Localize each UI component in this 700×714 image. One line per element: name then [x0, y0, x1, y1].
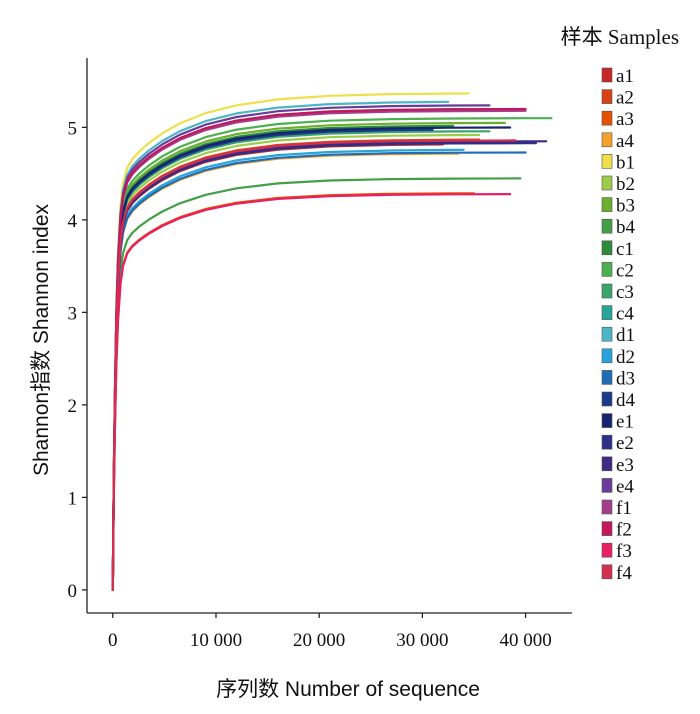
- x-tick-label: 20 000: [293, 630, 345, 651]
- legend: a1a2a3a4b1b2b3b4c1c2c3c4d1d2d3d4e1e2e3e4…: [601, 66, 636, 584]
- legend-swatch-f2: [601, 521, 613, 536]
- x-tick-label: 30 000: [396, 630, 448, 651]
- legend-label-e4: e4: [616, 476, 634, 497]
- legend-label-c2: c2: [616, 260, 634, 281]
- legend-label-f2: f2: [616, 520, 632, 541]
- legend-label-a2: a2: [616, 88, 634, 109]
- y-tick-label: 1: [68, 488, 78, 509]
- series-line-b2: [111, 133, 481, 592]
- series-line-b4: [111, 177, 522, 592]
- legend-label-e1: e1: [616, 412, 634, 433]
- y-tick-label: 3: [68, 303, 78, 324]
- legend-swatch-c2: [601, 262, 613, 277]
- legend-label-c3: c3: [616, 282, 634, 303]
- legend-label-d3: d3: [616, 368, 635, 389]
- legend-swatch-f4: [601, 564, 613, 580]
- legend-label-e3: e3: [616, 455, 634, 476]
- legend-label-a1: a1: [616, 66, 634, 87]
- tick-group: 0 1 2 3 4 5 0 10 000 20 000 30 000 40 000: [68, 118, 552, 651]
- series-line-c4: [111, 108, 465, 592]
- legend-swatch-d1: [601, 326, 613, 342]
- legend-label-d4: d4: [616, 390, 636, 411]
- legend-swatch-c4: [601, 305, 613, 320]
- legend-swatch-b2: [601, 175, 613, 191]
- series-line-b1: [111, 92, 470, 592]
- legend-swatch-f1: [601, 499, 613, 515]
- series-line-a2: [111, 138, 481, 592]
- legend-label-f3: f3: [616, 541, 632, 562]
- legend-swatch-b4: [601, 218, 613, 234]
- legend-swatch-f3: [601, 542, 613, 558]
- series-line-f3: [111, 193, 512, 592]
- legend-label-b4: b4: [616, 217, 636, 238]
- legend-title: 样本 Samples: [561, 25, 679, 49]
- y-tick-label: 2: [68, 396, 78, 417]
- series-line-d3: [111, 151, 527, 592]
- y-tick-label: 0: [68, 581, 78, 602]
- series-line-e3: [111, 140, 548, 592]
- legend-swatch-e1: [601, 413, 613, 428]
- legend-label-f4: f4: [616, 563, 632, 584]
- legend-label-f1: f1: [616, 498, 632, 519]
- legend-swatch-a1: [601, 67, 613, 83]
- series-line-d2: [111, 148, 465, 592]
- x-axis-title: 序列数 Number of sequence: [216, 678, 480, 701]
- x-tick-label: 40 000: [499, 630, 551, 651]
- legend-label-b1: b1: [616, 152, 635, 173]
- legend-label-b2: b2: [616, 174, 635, 195]
- x-tick-label: 10 000: [190, 630, 242, 651]
- legend-label-c1: c1: [616, 239, 634, 260]
- legend-swatch-a2: [601, 89, 613, 104]
- y-axis-title: Shannon指数 Shannon index: [30, 203, 53, 476]
- y-tick-label: 4: [68, 211, 78, 232]
- legend-label-d1: d1: [616, 325, 635, 346]
- legend-swatch-a3: [601, 110, 613, 126]
- legend-swatch-c3: [601, 283, 613, 299]
- legend-swatch-e2: [601, 434, 613, 450]
- legend-label-c4: c4: [616, 304, 634, 325]
- legend-label-a3: a3: [616, 109, 634, 130]
- series-line-c2: [111, 117, 553, 592]
- legend-swatch-d3: [601, 370, 613, 385]
- legend-swatch-d4: [601, 391, 613, 407]
- series-line-a3: [111, 192, 476, 592]
- legend-label-a4: a4: [616, 131, 634, 152]
- legend-swatch-b3: [601, 197, 613, 212]
- legend-swatch-e4: [601, 478, 613, 493]
- axes: [86, 58, 572, 614]
- series-line-c3: [111, 130, 491, 592]
- x-tick-label: 0: [108, 630, 118, 651]
- series-line-f4: [111, 139, 517, 592]
- series-lines: [111, 92, 553, 592]
- legend-swatch-e3: [601, 456, 613, 472]
- series-line-a4: [111, 152, 460, 592]
- legend-swatch-d2: [601, 348, 613, 364]
- legend-label-e2: e2: [616, 433, 634, 454]
- legend-label-d2: d2: [616, 347, 635, 368]
- series-line-e2: [111, 142, 538, 592]
- legend-swatch-a4: [601, 132, 613, 148]
- y-tick-label: 5: [68, 118, 78, 139]
- legend-swatch-b1: [601, 154, 613, 169]
- legend-swatch-c1: [601, 240, 613, 256]
- legend-label-b3: b3: [616, 196, 635, 217]
